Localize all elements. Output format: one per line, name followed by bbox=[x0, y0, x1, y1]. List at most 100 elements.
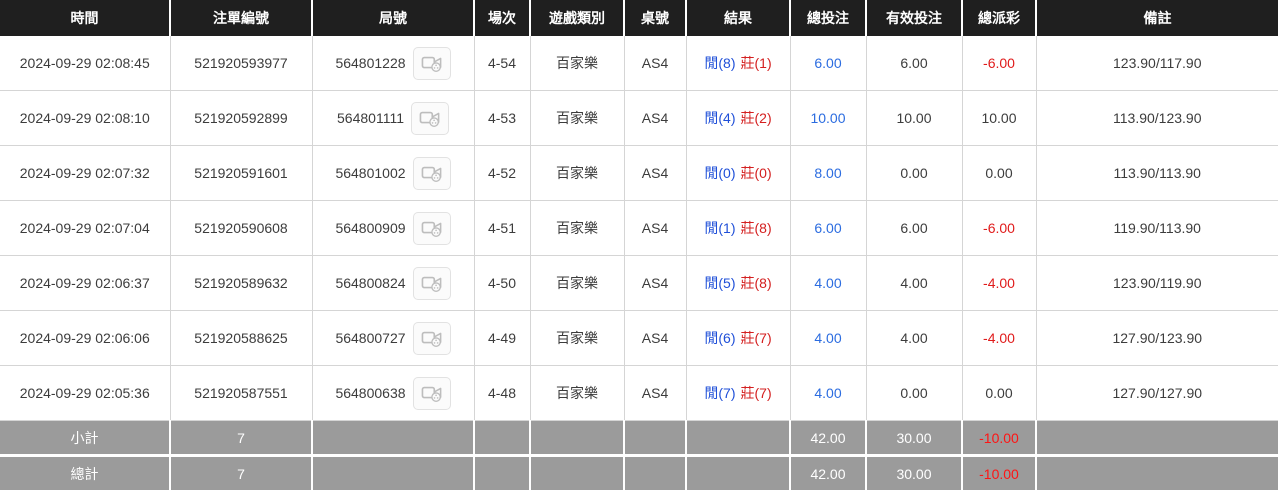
result-player: 閒(5) bbox=[704, 275, 735, 291]
remark-cell: 127.90/123.90 bbox=[1036, 311, 1278, 366]
total-bet-cell: 6.00 bbox=[790, 36, 866, 91]
col-header-bet-id: 注單編號 bbox=[170, 0, 312, 36]
time-cell: 2024-09-29 02:08:10 bbox=[0, 91, 170, 146]
table-no-cell: AS4 bbox=[624, 201, 686, 256]
total-bet-cell: 4.00 bbox=[790, 366, 866, 421]
round-cell: 564800909 bbox=[312, 201, 474, 256]
subtotal-valid-bet: 30.00 bbox=[866, 421, 962, 456]
table-no-cell: AS4 bbox=[624, 366, 686, 421]
remark-cell: 127.90/127.90 bbox=[1036, 366, 1278, 421]
round-cell: 564800727 bbox=[312, 311, 474, 366]
round-number: 564800638 bbox=[335, 385, 405, 401]
total-label: 總計 bbox=[0, 456, 170, 490]
video-replay-button[interactable] bbox=[413, 322, 451, 355]
total-payout-cell: 0.00 bbox=[962, 366, 1036, 421]
result-player: 閒(8) bbox=[704, 55, 735, 71]
table-row: 2024-09-29 02:08:10 521920592899 5648011… bbox=[0, 91, 1278, 146]
result-banker: 莊(0) bbox=[741, 165, 772, 181]
result-cell: 閒(7)莊(7) bbox=[686, 366, 790, 421]
table-row: 2024-09-29 02:07:32 521920591601 5648010… bbox=[0, 146, 1278, 201]
remark-cell: 123.90/119.90 bbox=[1036, 256, 1278, 311]
video-replay-button[interactable] bbox=[413, 157, 451, 190]
video-replay-button[interactable] bbox=[413, 377, 451, 410]
session-cell: 4-50 bbox=[474, 256, 530, 311]
game-type-cell: 百家樂 bbox=[530, 201, 624, 256]
valid-bet-cell: 6.00 bbox=[866, 201, 962, 256]
bet-id-cell: 521920589632 bbox=[170, 256, 312, 311]
time-cell: 2024-09-29 02:07:32 bbox=[0, 146, 170, 201]
result-player: 閒(6) bbox=[704, 330, 735, 346]
round-cell: 564800638 bbox=[312, 366, 474, 421]
result-cell: 閒(5)莊(8) bbox=[686, 256, 790, 311]
round-number: 564801228 bbox=[335, 55, 405, 71]
table-row: 2024-09-29 02:05:36 521920587551 5648006… bbox=[0, 366, 1278, 421]
round-number: 564800909 bbox=[335, 220, 405, 236]
result-player: 閒(4) bbox=[704, 110, 735, 126]
table-row: 2024-09-29 02:07:04 521920590608 5648009… bbox=[0, 201, 1278, 256]
round-cell: 564801111 bbox=[312, 91, 474, 146]
video-replay-button[interactable] bbox=[411, 102, 449, 135]
valid-bet-cell: 0.00 bbox=[866, 366, 962, 421]
video-replay-icon bbox=[421, 163, 443, 183]
round-number: 564801111 bbox=[337, 110, 404, 126]
bet-id-cell: 521920591601 bbox=[170, 146, 312, 201]
round-cell: 564801228 bbox=[312, 36, 474, 91]
video-replay-icon bbox=[421, 53, 443, 73]
time-cell: 2024-09-29 02:06:37 bbox=[0, 256, 170, 311]
bet-id-cell: 521920587551 bbox=[170, 366, 312, 421]
valid-bet-cell: 10.00 bbox=[866, 91, 962, 146]
remark-cell: 123.90/117.90 bbox=[1036, 36, 1278, 91]
subtotal-label: 小計 bbox=[0, 421, 170, 456]
subtotal-count: 7 bbox=[170, 421, 312, 456]
game-type-cell: 百家樂 bbox=[530, 366, 624, 421]
result-banker: 莊(7) bbox=[741, 330, 772, 346]
table-no-cell: AS4 bbox=[624, 311, 686, 366]
video-replay-button[interactable] bbox=[413, 212, 451, 245]
round-cell: 564801002 bbox=[312, 146, 474, 201]
video-replay-icon bbox=[421, 328, 443, 348]
time-cell: 2024-09-29 02:05:36 bbox=[0, 366, 170, 421]
bet-id-cell: 521920590608 bbox=[170, 201, 312, 256]
table-header: 時間 注單編號 局號 場次 遊戲類別 桌號 結果 總投注 有效投注 總派彩 備註 bbox=[0, 0, 1278, 36]
remark-cell: 113.90/123.90 bbox=[1036, 91, 1278, 146]
table-no-cell: AS4 bbox=[624, 146, 686, 201]
result-player: 閒(1) bbox=[704, 220, 735, 236]
col-header-total-payout: 總派彩 bbox=[962, 0, 1036, 36]
session-cell: 4-51 bbox=[474, 201, 530, 256]
bet-id-cell: 521920592899 bbox=[170, 91, 312, 146]
remark-cell: 119.90/113.90 bbox=[1036, 201, 1278, 256]
total-bet-cell: 8.00 bbox=[790, 146, 866, 201]
col-header-game-type: 遊戲類別 bbox=[530, 0, 624, 36]
game-type-cell: 百家樂 bbox=[530, 256, 624, 311]
table-row: 2024-09-29 02:06:37 521920589632 5648008… bbox=[0, 256, 1278, 311]
remark-cell: 113.90/113.90 bbox=[1036, 146, 1278, 201]
valid-bet-cell: 4.00 bbox=[866, 256, 962, 311]
session-cell: 4-53 bbox=[474, 91, 530, 146]
result-cell: 閒(8) 莊(1) bbox=[686, 36, 790, 91]
table-no-cell: AS4 bbox=[624, 91, 686, 146]
table-row: 2024-09-29 02:08:45 521920593977 5648012… bbox=[0, 36, 1278, 91]
game-type-cell: 百家樂 bbox=[530, 311, 624, 366]
valid-bet-cell: 6.00 bbox=[866, 36, 962, 91]
total-total-payout: -10.00 bbox=[962, 456, 1036, 490]
session-cell: 4-54 bbox=[474, 36, 530, 91]
session-cell: 4-49 bbox=[474, 311, 530, 366]
subtotal-total-bet: 42.00 bbox=[790, 421, 866, 456]
col-header-total-bet: 總投注 bbox=[790, 0, 866, 36]
result-banker: 莊(2) bbox=[741, 110, 772, 126]
result-banker: 莊(1) bbox=[741, 55, 772, 71]
total-payout-cell: 10.00 bbox=[962, 91, 1036, 146]
total-bet-cell: 4.00 bbox=[790, 256, 866, 311]
time-cell: 2024-09-29 02:08:45 bbox=[0, 36, 170, 91]
subtotal-total-payout: -10.00 bbox=[962, 421, 1036, 456]
round-number: 564801002 bbox=[335, 165, 405, 181]
video-replay-button[interactable] bbox=[413, 267, 451, 300]
total-payout-cell: 0.00 bbox=[962, 146, 1036, 201]
col-header-result: 結果 bbox=[686, 0, 790, 36]
time-cell: 2024-09-29 02:06:06 bbox=[0, 311, 170, 366]
total-payout-cell: -4.00 bbox=[962, 311, 1036, 366]
col-header-valid-bet: 有效投注 bbox=[866, 0, 962, 36]
video-replay-button[interactable] bbox=[413, 47, 451, 80]
result-player: 閒(0) bbox=[704, 165, 735, 181]
